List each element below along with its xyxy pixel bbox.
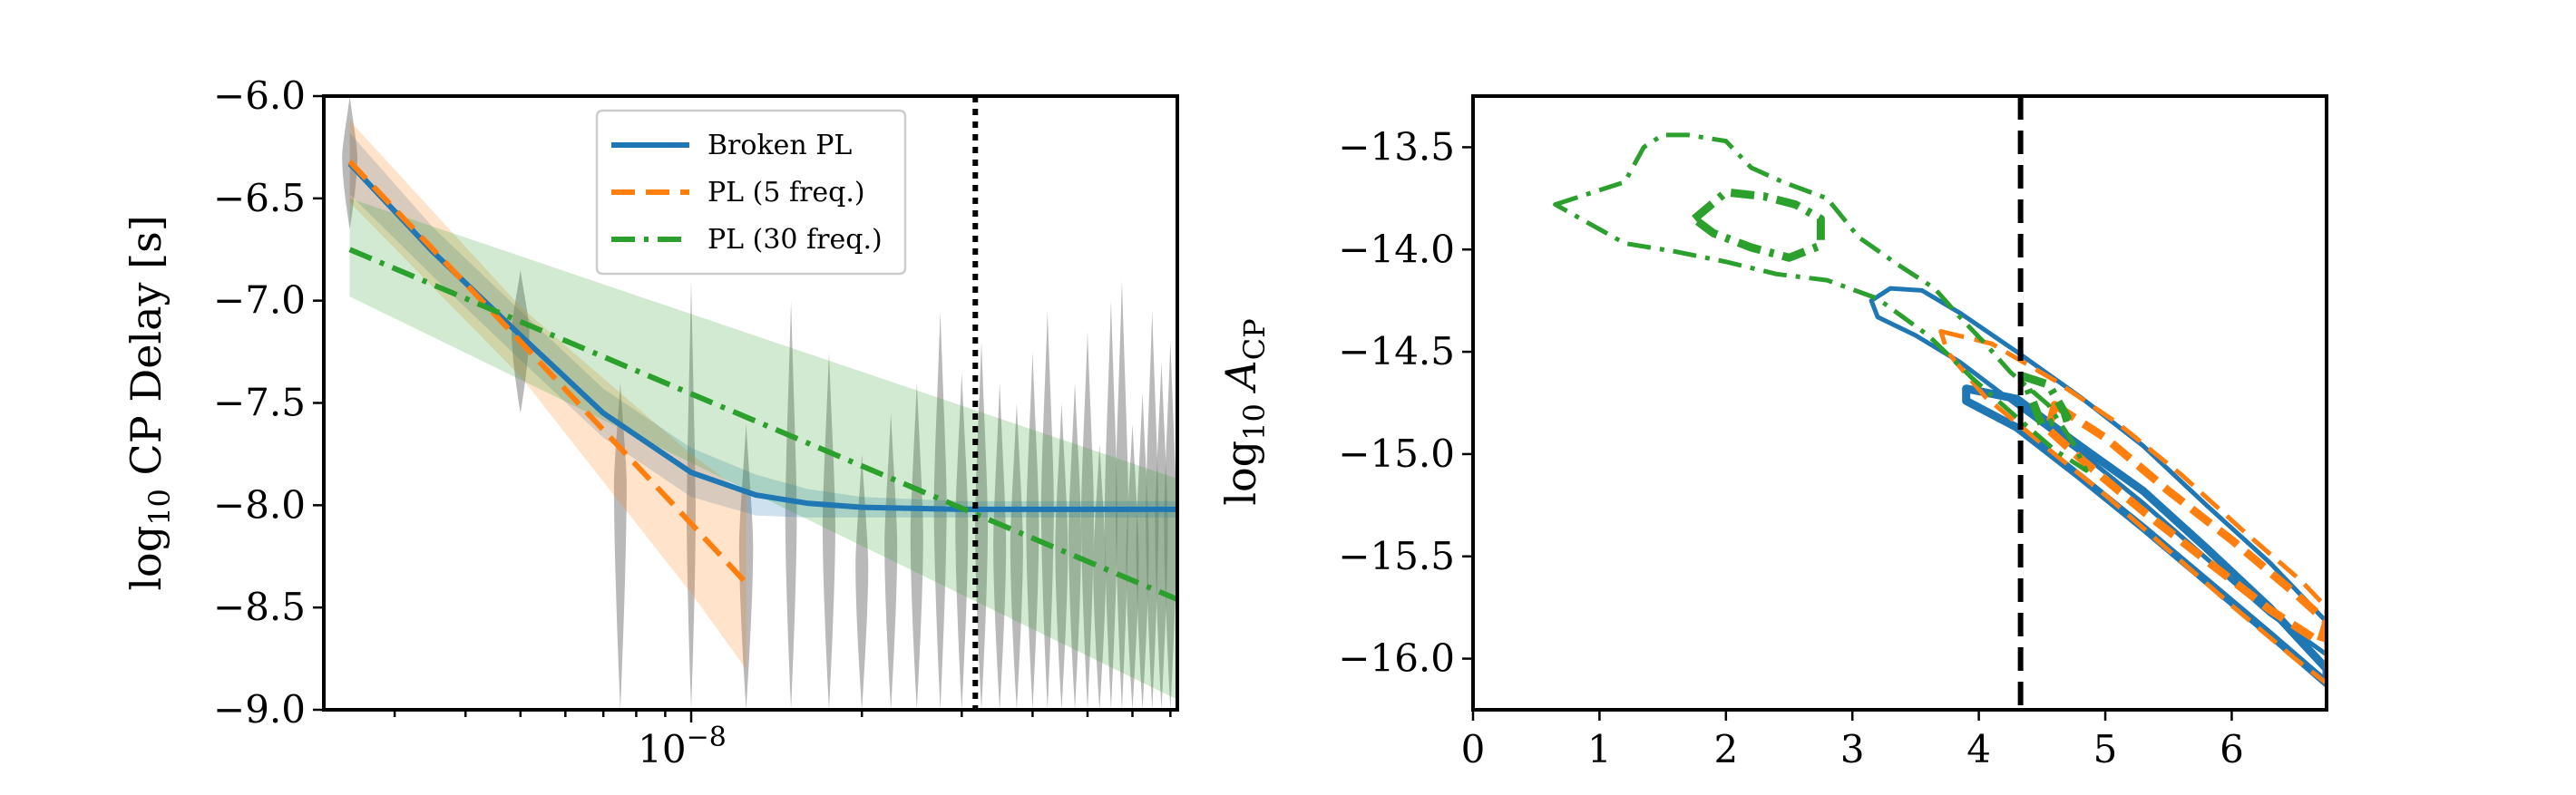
right-ytick-label-2: −15.0 xyxy=(1338,431,1455,476)
right-xtick-label-5: 5 xyxy=(2093,727,2118,771)
left-ytick-label-2: −8.0 xyxy=(213,482,306,527)
violin-13 xyxy=(993,382,1007,710)
violin-2 xyxy=(613,382,627,710)
violin-19 xyxy=(1080,331,1094,710)
legend-box xyxy=(595,109,907,276)
line-series-1 xyxy=(347,160,748,586)
right-xtick-label-3: 3 xyxy=(1840,727,1865,771)
violin-6 xyxy=(822,352,835,710)
left-ytick-label-6: −6.0 xyxy=(213,73,306,118)
legend-label-2: PL (30 freq.) xyxy=(707,224,883,256)
left-ytick-label-0: −9.0 xyxy=(213,687,306,732)
right-xtick-label-4: 4 xyxy=(1966,727,1991,771)
left-y-axis-label: log10 CP Delay [s] xyxy=(122,215,177,590)
legend-label-0: Broken PL xyxy=(707,130,852,161)
left-ytick-label-5: −6.5 xyxy=(213,176,306,220)
left-xtick-label-0: 10−8 xyxy=(638,722,727,771)
left-ytick-label-1: −8.5 xyxy=(213,585,306,629)
contour-inner-3 xyxy=(2044,401,2327,647)
violin-14 xyxy=(1010,402,1023,710)
right-xtick-label-0: 0 xyxy=(1461,727,1486,771)
line-series-2 xyxy=(348,247,1177,602)
violin-5 xyxy=(785,300,797,710)
violin-18 xyxy=(1068,382,1082,710)
left-panel-delay-spectrum: −9.0 −8.5 −8.0 −7.5 −7.0 −6.5 −6.0 10−8 log10 CP… xyxy=(122,73,1179,771)
right-xtick-label-6: 6 xyxy=(2220,727,2244,771)
right-y-axis-label: log10 ACP xyxy=(1216,318,1272,505)
right-panel-amplitude-contours: −16.0 −15.5 −15.0 −14.5 −14.0 −13.5 0 1 2 3 4 5 6 log… xyxy=(1216,94,2328,771)
violin-26 xyxy=(1155,362,1168,710)
violin-11 xyxy=(955,372,969,710)
violin-8 xyxy=(884,412,898,710)
contour-inner-5 xyxy=(1690,188,1825,262)
left-plot-area xyxy=(342,96,1177,710)
violin-27 xyxy=(1164,341,1177,710)
right-axes-frame xyxy=(1471,94,2328,712)
right-ytick-label-0: −16.0 xyxy=(1338,636,1455,681)
right-ytick-label-5: −13.5 xyxy=(1338,124,1455,169)
violin-7 xyxy=(855,453,869,710)
band-series-1 xyxy=(349,121,746,669)
right-ytick-label-4: −14.0 xyxy=(1338,227,1455,271)
violin-9 xyxy=(910,382,923,710)
contour-inner-1 xyxy=(1962,384,2327,688)
right-xtick-label-2: 2 xyxy=(1713,727,1738,771)
violin-17 xyxy=(1055,402,1068,710)
violin-24 xyxy=(1136,393,1149,710)
left-ytick-label-3: −7.5 xyxy=(213,381,306,425)
contour-inner-6 xyxy=(2018,372,2072,430)
right-plot-area xyxy=(1553,96,2327,710)
right-ytick-label-1: −15.5 xyxy=(1338,534,1455,578)
violin-23 xyxy=(1126,423,1139,710)
contour-outer-0 xyxy=(1869,286,2327,657)
legend-label-1: PL (5 freq.) xyxy=(707,177,865,208)
violin-15 xyxy=(1026,352,1039,710)
right-xtick-label-1: 1 xyxy=(1587,727,1612,771)
contour-outer-4 xyxy=(1553,132,2089,473)
violin-3 xyxy=(687,280,696,710)
band-series-2 xyxy=(349,198,1177,700)
left-ytick-label-4: −7.0 xyxy=(213,278,306,323)
violin-12 xyxy=(975,341,989,710)
violin-21 xyxy=(1104,300,1117,710)
violin-22 xyxy=(1115,280,1128,710)
band-series-0 xyxy=(349,132,1177,518)
right-ytick-label-3: −14.5 xyxy=(1338,329,1455,373)
